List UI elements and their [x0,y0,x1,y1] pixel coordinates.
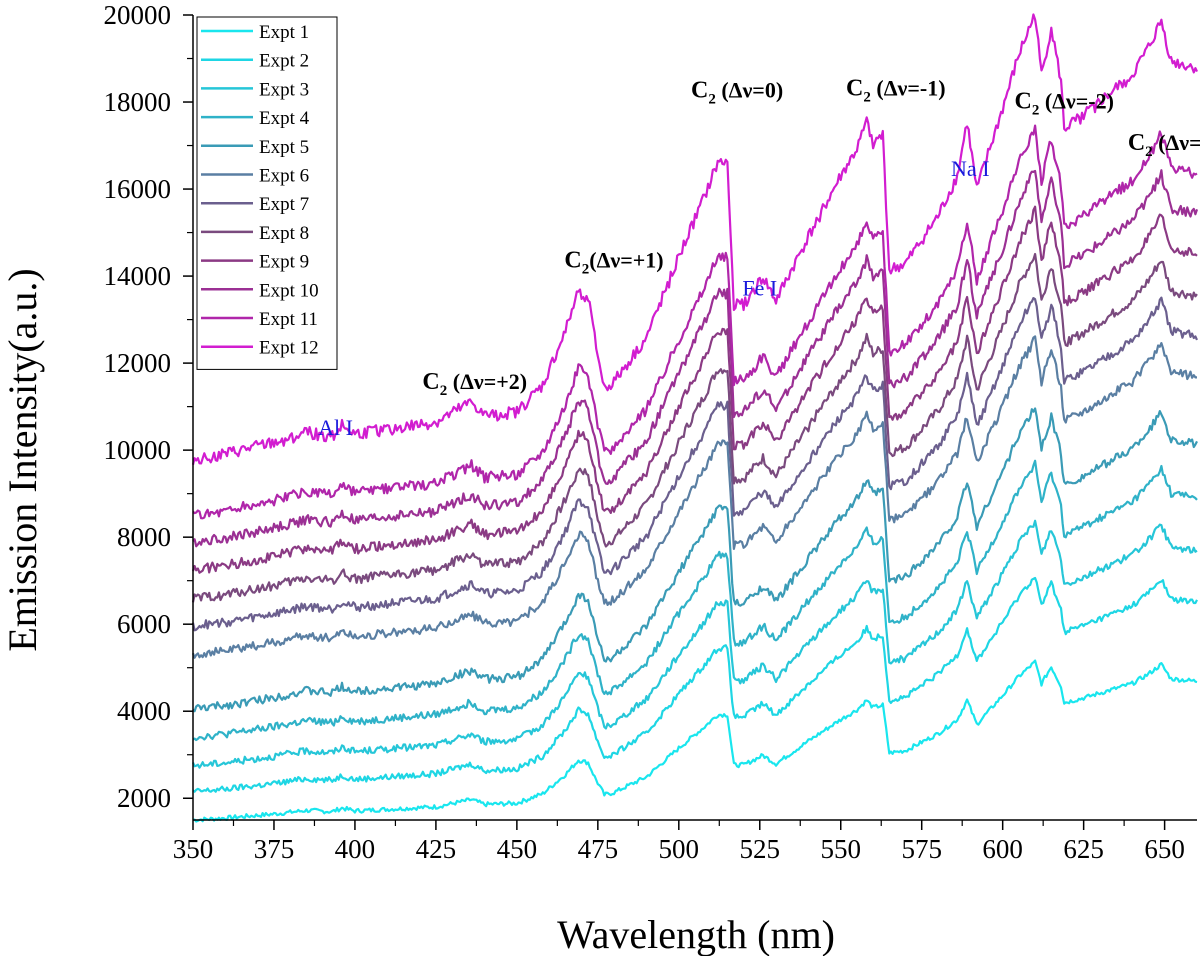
c2-band-annotation: C2 (Δν=+2) [422,369,527,399]
annotation-layer: Al I Fe I Na I C2 (Δν=+2) C2(Δν=+1) C2 (Δν=0)… [318,76,1200,440]
x-tick-label: 650 [1144,834,1185,864]
legend-label: Expt 6 [259,166,309,187]
c2-band-annotation: C2(Δν=+1) [564,247,663,277]
series-line-6 [191,335,1197,659]
peak-annotation: Al I [318,415,353,440]
c2-band-annotation: C2 (Δν=0) [691,78,783,108]
y-tick-label: 16000 [104,174,172,204]
x-tick-label: 525 [740,834,781,864]
peak-annotation: Fe I [742,276,777,301]
c2-band-annotation: C2 (Δν=-2) [1014,89,1113,119]
x-tick-label: 350 [173,834,214,864]
y-tick-label: 6000 [117,609,171,639]
legend-label: Expt 9 [259,252,309,273]
x-axis-title: Wavelength (nm) [557,912,835,956]
legend-label: Expt 7 [259,194,309,215]
y-tick-label: 4000 [117,696,171,726]
legend-label: Expt 1 [259,22,309,43]
c2-band-annotation: C2 (Δν=-3) [1128,130,1200,160]
series-line-8 [191,252,1198,603]
y-tick-label: 12000 [104,348,172,378]
series-line-3 [191,519,1198,769]
y-tick-label: 10000 [104,435,172,465]
legend-label: Expt 2 [259,51,309,72]
y-tick-label: 18000 [104,87,172,117]
legend-label: Expt 12 [259,338,319,359]
x-tick-label: 425 [416,834,457,864]
y-tick-label: 8000 [117,522,171,552]
x-tick-label: 400 [335,834,376,864]
y-tick-label: 2000 [117,783,171,813]
x-tick-label: 600 [982,834,1023,864]
series-line-11 [192,124,1198,520]
series-line-10 [192,169,1199,548]
series-line-9 [191,205,1198,574]
x-tick-label: 550 [820,834,861,864]
legend-label: Expt 4 [259,108,310,129]
legend-label: Expt 3 [259,79,309,100]
x-tick-label: 375 [254,834,295,864]
series-line-1 [192,659,1198,823]
series-line-12 [191,13,1199,465]
legend-label: Expt 8 [259,223,309,244]
x-tick-label: 575 [901,834,942,864]
axes-layer: 350 375 400 425 450 475 500 525 550 575 600 625 650 2… [104,0,1197,864]
legend-label: Expt 5 [259,137,309,158]
x-tick-label: 500 [659,834,700,864]
y-tick-label: 20000 [104,0,172,30]
x-tick-label: 475 [578,834,619,864]
series-layer [191,13,1199,823]
legend: Expt 1 Expt 2 Expt 3 Expt 4 Expt 5 Expt 6 Expt… [196,16,338,370]
legend-box [196,16,338,370]
peak-annotation: Na I [951,156,989,181]
series-line-5 [192,407,1198,713]
legend-label: Expt 11 [259,309,318,330]
x-tick-label: 625 [1063,834,1104,864]
y-axis-title: Emission Intensity(a.u.) [0,268,45,651]
x-tick-label: 450 [497,834,538,864]
series-line-7 [191,296,1199,632]
series-line-2 [192,576,1198,793]
c2-band-annotation: C2 (Δν=-1) [846,76,945,106]
series-line-4 [192,459,1198,742]
y-tick-label: 14000 [104,261,172,291]
legend-label: Expt 10 [259,280,319,301]
